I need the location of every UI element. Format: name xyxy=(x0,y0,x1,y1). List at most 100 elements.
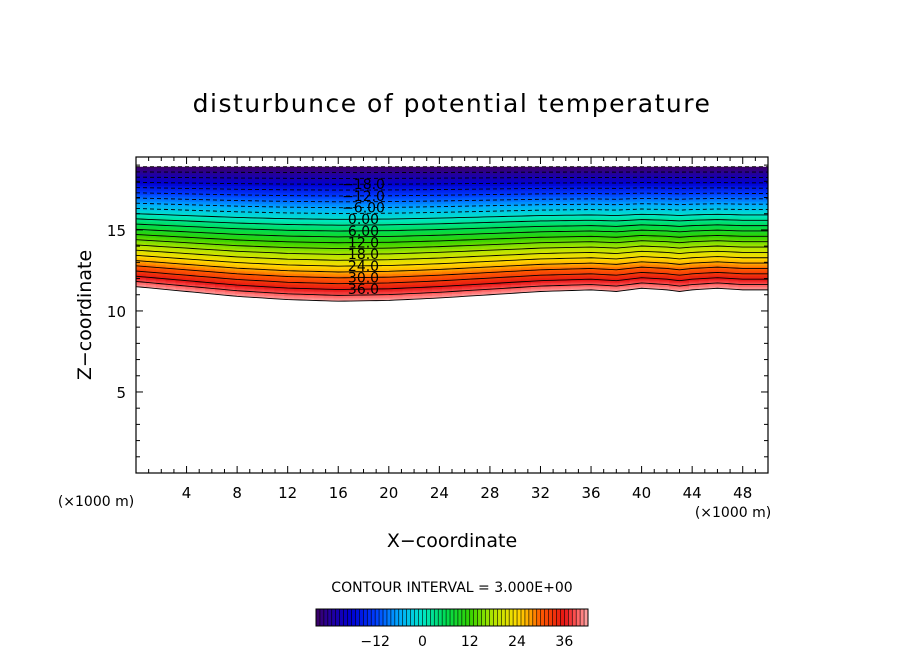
field-cell xyxy=(659,262,670,266)
field-cell xyxy=(234,179,246,183)
field-cell xyxy=(175,188,186,192)
field-cell xyxy=(235,162,245,164)
field-cell xyxy=(501,174,512,177)
field-cell xyxy=(610,201,621,204)
field-cell xyxy=(452,203,463,206)
field-cell xyxy=(689,205,700,208)
field-cell xyxy=(540,208,552,212)
field-cell xyxy=(629,199,641,203)
field-cell xyxy=(303,250,315,253)
field-cell xyxy=(215,205,226,208)
field-cell xyxy=(639,217,651,221)
field-cell xyxy=(639,297,651,300)
field-cell xyxy=(353,183,364,186)
field-cell xyxy=(136,167,147,170)
field-cell xyxy=(679,174,690,177)
field-cell xyxy=(165,275,177,278)
field-cell xyxy=(689,185,700,188)
field-cell xyxy=(570,277,581,280)
field-cell xyxy=(639,232,651,235)
field-cell xyxy=(215,291,226,295)
field-cell xyxy=(461,235,473,239)
field-cell xyxy=(659,288,670,291)
field-cell xyxy=(619,288,631,291)
field-cell xyxy=(323,262,335,266)
field-cell xyxy=(284,192,295,195)
field-cell xyxy=(659,246,670,249)
field-cell xyxy=(442,298,453,302)
field-cell xyxy=(698,257,710,260)
field-cell xyxy=(471,235,483,239)
field-cell xyxy=(422,206,433,210)
field-cell xyxy=(313,210,325,213)
field-cell xyxy=(610,226,621,230)
field-cell xyxy=(284,162,294,164)
field-cell xyxy=(145,297,157,300)
field-cell xyxy=(363,210,374,213)
field-cell xyxy=(136,199,147,203)
field-cell xyxy=(323,192,335,195)
field-cell xyxy=(392,224,404,228)
field-cell xyxy=(264,219,275,222)
field-cell xyxy=(511,237,522,240)
field-cell xyxy=(738,206,749,210)
field-cell xyxy=(195,190,206,194)
field-cell xyxy=(333,273,344,277)
field-cell xyxy=(392,255,404,259)
field-cell xyxy=(313,221,325,224)
field-cell xyxy=(481,185,493,188)
field-cell xyxy=(640,302,650,304)
field-cell xyxy=(392,230,404,233)
field-cell xyxy=(382,196,394,199)
field-cell xyxy=(205,183,216,186)
field-cell xyxy=(165,266,177,269)
field-cell xyxy=(708,169,720,172)
field-cell xyxy=(452,185,463,188)
field-cell xyxy=(373,304,383,306)
field-cell xyxy=(412,293,423,296)
field-cell xyxy=(481,206,493,210)
field-cell xyxy=(353,212,364,215)
field-cell xyxy=(501,203,512,206)
field-cell xyxy=(353,230,364,233)
field-cell xyxy=(313,192,325,195)
field-cell xyxy=(402,219,414,222)
field-cell xyxy=(442,264,453,268)
field-cell xyxy=(205,228,216,231)
field-cell xyxy=(284,242,295,246)
field-cell xyxy=(412,237,423,240)
field-cell xyxy=(550,255,562,259)
field-cell xyxy=(580,233,591,237)
field-cell xyxy=(215,194,226,197)
field-cell xyxy=(442,208,453,212)
field-cell xyxy=(442,277,453,280)
field-cell xyxy=(146,304,156,306)
field-cell xyxy=(422,169,433,172)
field-cell xyxy=(531,232,542,235)
field-cell xyxy=(669,277,680,280)
field-cell xyxy=(205,252,216,255)
field-cell xyxy=(373,295,384,298)
field-cell xyxy=(679,162,689,164)
field-cell xyxy=(165,237,177,240)
field-cell xyxy=(629,208,641,212)
field-cell xyxy=(422,215,433,219)
field-cell xyxy=(540,226,552,230)
field-cell xyxy=(492,304,502,306)
field-cell xyxy=(393,302,403,304)
field-cell xyxy=(600,242,611,246)
field-cell xyxy=(324,302,334,304)
field-cell xyxy=(738,194,749,197)
field-cell xyxy=(501,257,512,260)
field-cell xyxy=(540,212,552,215)
field-cell xyxy=(303,170,315,174)
field-cell xyxy=(491,203,502,206)
field-cell xyxy=(254,185,265,188)
field-cell xyxy=(224,264,236,268)
field-cell xyxy=(639,206,651,210)
field-cell xyxy=(481,233,493,237)
field-cell xyxy=(244,291,256,295)
field-cell xyxy=(531,217,542,221)
field-cell xyxy=(255,304,265,306)
field-cell xyxy=(718,183,730,186)
